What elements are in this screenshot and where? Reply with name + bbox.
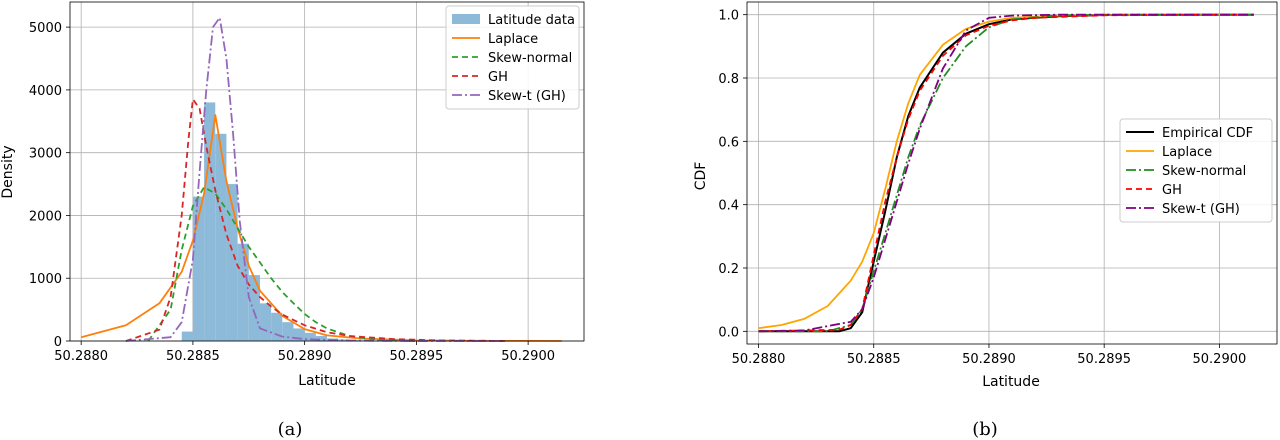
caption-a: (a) [278, 419, 303, 440]
x-tick-label: 50.2885 [166, 349, 220, 364]
histogram-bar [271, 312, 283, 341]
density-panel: 50.2880 50.2885 50.2890 50.2895 50.2900 0 100… [0, 1, 585, 440]
density-lines [80, 16, 562, 342]
density-x-label: Latitude [298, 373, 356, 389]
legend-label: Empirical CDF [1162, 126, 1253, 141]
cdf-line-skew-t-gh- [758, 13, 1254, 333]
y-tick-label: 0 [54, 335, 62, 350]
legend-swatch [452, 14, 480, 24]
y-tick-label: 0.8 [718, 72, 739, 87]
y-tick-label: 1.0 [718, 9, 739, 24]
histogram-bar [192, 196, 205, 341]
cdf-panel: 50.2880 50.2885 50.2890 50.2895 50.2900 0.00… [693, 1, 1278, 440]
x-tick-label: 50.2880 [732, 352, 786, 367]
x-tick-label: 50.2895 [1077, 352, 1131, 367]
y-tick-label: 0.4 [718, 199, 739, 214]
cdf-y-ticks: 0.0 0.2 0.4 0.6 0.8 1.0 [718, 9, 747, 340]
x-tick-label: 50.2890 [278, 349, 332, 364]
legend-box [445, 5, 580, 110]
histogram-bar [338, 339, 350, 341]
density-x-ticks: 50.2880 50.2885 50.2890 50.2895 50.2900 [54, 341, 555, 364]
cdf-x-ticks: 50.2880 50.2885 50.2890 50.2895 50.2900 [732, 344, 1247, 367]
legend-label: Skew-normal [488, 51, 572, 66]
y-tick-label: 0.6 [718, 135, 739, 150]
cdf-x-label: Latitude [982, 374, 1040, 390]
legend-label: GH [488, 70, 508, 85]
legend-label: Latitude data [488, 13, 575, 28]
density-legend: Latitude data Laplace Skew-normal GH Skew-t … [445, 5, 580, 110]
y-tick-label: 2000 [29, 209, 62, 224]
y-tick-label: 5000 [29, 21, 62, 36]
histogram-bar [204, 102, 216, 341]
histogram-bar [237, 243, 249, 341]
cdf-line-skew-normal [758, 13, 1254, 333]
x-tick-label: 50.2900 [501, 349, 555, 364]
cdf-lines [758, 13, 1254, 333]
y-tick-label: 4000 [29, 84, 62, 99]
legend-label: GH [1162, 183, 1182, 198]
density-line-laplace [80, 114, 562, 342]
x-tick-label: 50.2880 [54, 349, 108, 364]
histogram-bar [248, 275, 260, 341]
density-y-ticks: 0 1000 2000 3000 4000 5000 [29, 21, 70, 350]
density-line-gh [125, 98, 506, 342]
density-line-skew-normal [147, 186, 417, 342]
legend-label: Laplace [488, 32, 538, 47]
histogram-bar [304, 332, 316, 341]
legend-label: Skew-t (GH) [488, 89, 566, 104]
caption-b: (b) [972, 419, 998, 440]
cdf-grid [747, 2, 1277, 344]
histogram-bar [282, 322, 294, 341]
density-axes-frame [69, 1, 585, 342]
x-tick-label: 50.2885 [847, 352, 901, 367]
density-y-label: Density [0, 145, 16, 198]
histogram-bar [181, 331, 193, 341]
x-tick-label: 50.2890 [962, 352, 1016, 367]
cdf-axes-frame [746, 1, 1278, 345]
y-tick-label: 3000 [29, 147, 62, 162]
histogram-bar [259, 303, 272, 341]
histogram-bar [293, 328, 305, 341]
cdf-legend: Empirical CDF Laplace Skew-normal GH Skew-t … [1119, 118, 1273, 223]
histogram-bar [215, 133, 227, 341]
cdf-y-label: CDF [693, 162, 709, 191]
histogram-bar [315, 335, 327, 341]
legend-box [1119, 118, 1273, 223]
legend-label: Skew-t (GH) [1162, 202, 1240, 217]
y-tick-label: 0.0 [718, 325, 739, 340]
histogram-bar [226, 184, 238, 341]
histogram-bars [181, 102, 584, 341]
legend-label: Skew-normal [1162, 164, 1246, 179]
y-tick-label: 0.2 [718, 262, 739, 277]
y-tick-label: 1000 [29, 272, 62, 287]
x-tick-label: 50.2900 [1193, 352, 1247, 367]
legend-label: Laplace [1162, 145, 1212, 160]
density-line-skew-t-gh- [125, 16, 506, 342]
x-tick-label: 50.2895 [390, 349, 444, 364]
